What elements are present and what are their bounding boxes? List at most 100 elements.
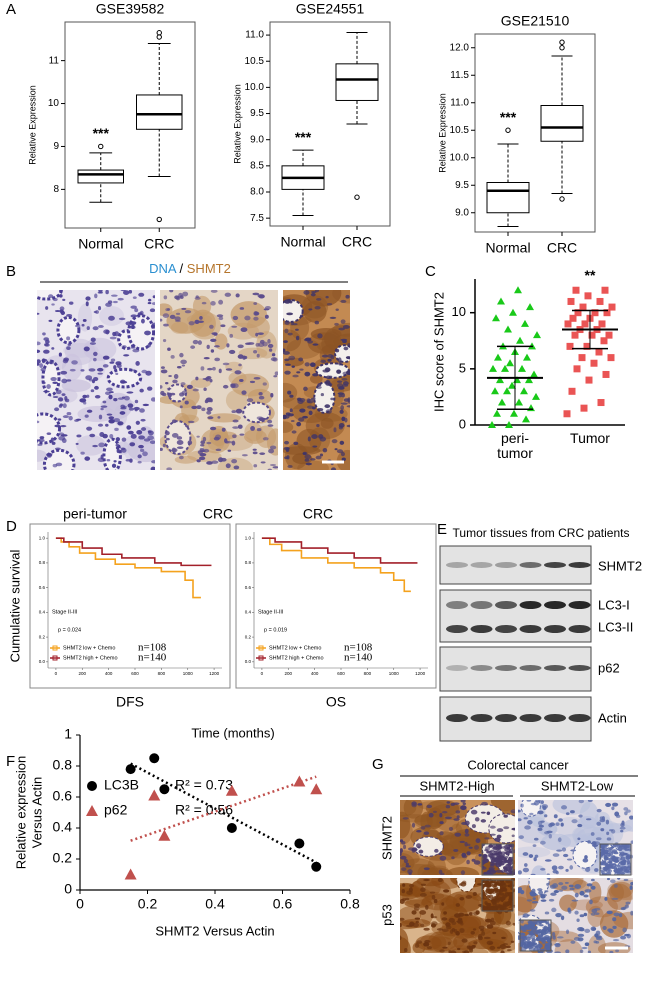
nucleus (420, 923, 425, 928)
band (446, 562, 468, 568)
nucleus (441, 902, 445, 906)
nucleus (244, 315, 251, 321)
nucleus (50, 376, 57, 382)
nucleus (322, 448, 328, 453)
nucleus (583, 894, 589, 898)
nucleus (319, 453, 324, 457)
nucleus (222, 362, 230, 366)
stain (76, 434, 106, 456)
nucleus (74, 324, 81, 328)
nucleus (304, 458, 310, 462)
nucleus (105, 423, 109, 427)
nucleus (543, 928, 548, 932)
nucleus (226, 343, 230, 348)
nucleus (44, 343, 49, 347)
nucleus (126, 391, 134, 394)
nucleus (566, 929, 570, 935)
nucleus (274, 371, 278, 376)
data-point (574, 309, 582, 317)
nucleus (451, 856, 455, 860)
nucleus (304, 362, 310, 367)
nucleus (341, 457, 346, 462)
nucleus (232, 434, 237, 439)
nucleus (627, 844, 631, 848)
nucleus (561, 847, 567, 852)
nucleus (59, 290, 63, 294)
band (519, 562, 542, 568)
nucleus (486, 850, 492, 854)
nucleus (401, 898, 407, 902)
nucleus (531, 928, 538, 932)
nucleus (235, 408, 243, 414)
nucleus (625, 901, 631, 905)
y-tick-label: 9.0 (455, 207, 469, 218)
nucleus (624, 848, 630, 851)
nucleus (620, 907, 626, 911)
nucleus (46, 453, 52, 458)
nucleus (432, 810, 437, 813)
nucleus (500, 851, 507, 855)
nucleus (151, 302, 155, 306)
nucleus (341, 416, 346, 422)
legend-n: n=140 (344, 652, 373, 664)
nucleus (484, 854, 488, 859)
nucleus (493, 853, 500, 856)
stain (559, 894, 577, 912)
nucleus (499, 944, 507, 950)
nucleus (444, 816, 452, 820)
nucleus (537, 938, 544, 941)
nucleus (59, 403, 64, 407)
nucleus (490, 852, 494, 856)
nucleus (214, 345, 220, 348)
nucleus (571, 819, 578, 824)
nucleus (578, 800, 585, 804)
nucleus (520, 925, 524, 929)
nucleus (201, 407, 206, 412)
nucleus (531, 901, 539, 904)
nucleus (68, 301, 74, 305)
nucleus (612, 925, 617, 930)
nucleus (81, 323, 85, 327)
nucleus (295, 328, 299, 331)
nucleus (411, 848, 419, 851)
nucleus (626, 866, 631, 869)
nucleus (460, 805, 467, 811)
nucleus (82, 319, 87, 322)
nucleus (130, 433, 137, 439)
stain (190, 378, 211, 388)
nucleus (60, 310, 66, 315)
stage-label: Stage II-III (258, 609, 284, 615)
nucleus (614, 859, 619, 862)
nucleus (108, 391, 114, 394)
nucleus (206, 406, 213, 412)
nucleus (532, 897, 536, 900)
legend-label: SHMT2 low + Chemo (63, 645, 115, 651)
nucleus (471, 945, 476, 948)
nucleus (86, 426, 93, 431)
nucleus (488, 869, 496, 873)
nucleus (546, 878, 551, 880)
nucleus (524, 825, 531, 830)
nucleus (45, 339, 50, 344)
nucleus (299, 368, 304, 371)
nucleus (455, 903, 460, 907)
nucleus (540, 930, 547, 936)
nucleus (600, 828, 605, 832)
nucleus (586, 883, 593, 887)
nucleus (128, 407, 135, 411)
nucleus (160, 385, 163, 389)
nucleus (232, 419, 239, 423)
nucleus (593, 940, 598, 944)
nucleus (192, 339, 199, 345)
nucleus (199, 453, 207, 457)
nucleus (579, 949, 584, 953)
nucleus (426, 804, 433, 809)
nucleus (460, 922, 464, 926)
nucleus (210, 426, 217, 431)
nucleus (436, 928, 444, 931)
data-point (607, 354, 615, 362)
stain (200, 428, 231, 454)
data-point (608, 303, 616, 311)
nucleus (558, 818, 563, 822)
x-tick-label: 0 (261, 671, 264, 676)
